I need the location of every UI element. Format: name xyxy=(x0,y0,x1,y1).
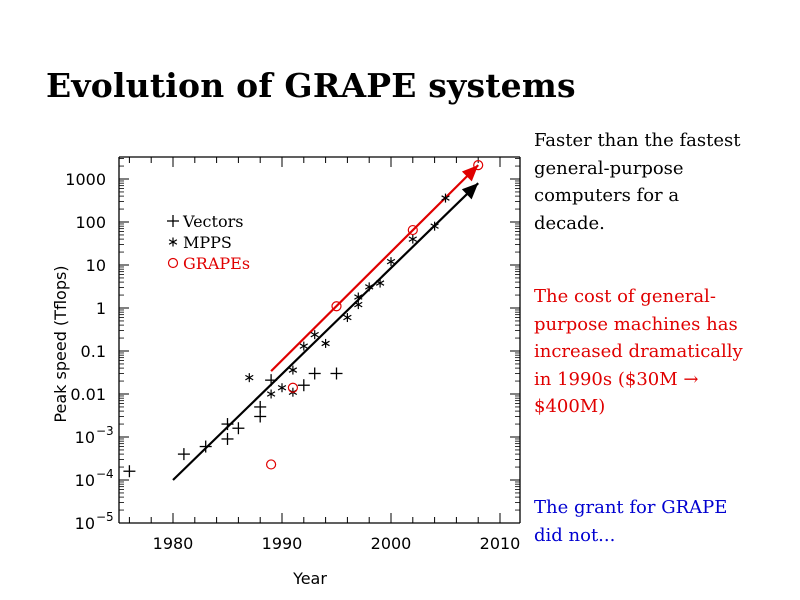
x-tick-label: 2010 xyxy=(480,534,521,553)
legend-label-mpps: MPPS xyxy=(183,233,232,252)
point-vectors xyxy=(330,367,343,380)
point-grapes xyxy=(287,382,298,393)
point-grapes xyxy=(266,459,277,470)
x-tick-label: 1980 xyxy=(153,534,194,553)
point-mpps xyxy=(386,257,396,267)
y-tick-label: 10 xyxy=(75,428,95,447)
point-vectors xyxy=(221,418,234,431)
legend-label-grapes: GRAPEs xyxy=(183,254,250,273)
point-vectors xyxy=(308,367,321,380)
y-axis-label: Peak speed (Tflops) xyxy=(51,265,70,422)
trend-arrowhead xyxy=(461,165,479,182)
point-mpps xyxy=(310,330,319,340)
point-vectors xyxy=(199,440,212,453)
point-mpps xyxy=(343,313,352,323)
point-mpps xyxy=(430,221,439,231)
x-tick-label: 2000 xyxy=(371,534,412,553)
x-axis-label: Year xyxy=(292,569,327,588)
y-tick-label: 10 xyxy=(75,471,95,490)
point-vectors xyxy=(177,448,190,461)
point-grapes xyxy=(407,224,418,236)
trend-line xyxy=(270,164,479,372)
paragraph-grant: The grant for GRAPE did not... xyxy=(534,497,728,546)
paragraph-faster: Faster than the fastest general-purpose … xyxy=(534,130,741,234)
y-tick-label: 0.1 xyxy=(81,342,106,361)
legend-label-vectors: Vectors xyxy=(182,212,243,231)
slide-title: Evolution of GRAPE systems xyxy=(46,66,576,105)
x-tick-label: 1990 xyxy=(262,534,303,553)
point-mpps xyxy=(441,193,450,203)
y-tick-label: 0.01 xyxy=(70,385,106,404)
y-tick-label: 10 xyxy=(86,256,106,275)
y-tick-label: 10 xyxy=(75,514,95,533)
point-mpps xyxy=(408,234,417,244)
legend-marker-vectors xyxy=(167,215,179,227)
trend-arrowhead xyxy=(461,183,479,200)
y-tick-exponent: −5 xyxy=(96,510,114,524)
point-mpps xyxy=(245,373,254,383)
point-vectors xyxy=(221,432,234,445)
point-mpps xyxy=(354,292,363,302)
legend-marker-grapes xyxy=(167,257,179,269)
point-mpps xyxy=(266,389,276,399)
point-mpps xyxy=(321,338,330,348)
point-mpps xyxy=(288,365,298,375)
chart-axes: 1980 1990 2000 2010Year10001001010.10.0110−… xyxy=(51,156,521,588)
point-mpps xyxy=(277,383,287,393)
y-tick-label: 1000 xyxy=(65,170,106,189)
point-vectors xyxy=(123,465,136,478)
legend-marker-mpps xyxy=(168,237,178,247)
y-tick-label: 1 xyxy=(96,299,106,318)
data-points xyxy=(123,160,484,478)
point-vectors xyxy=(232,422,245,435)
y-tick-exponent: −4 xyxy=(96,467,114,481)
point-mpps xyxy=(375,278,385,288)
y-tick-exponent: −3 xyxy=(96,424,114,438)
point-mpps xyxy=(354,300,363,310)
chart-legend: Vectors MPPS GRAPEs xyxy=(167,212,250,273)
point-mpps xyxy=(365,282,374,292)
point-grapes xyxy=(473,160,484,171)
point-vectors xyxy=(265,374,278,387)
y-tick-label: 100 xyxy=(75,213,106,232)
paragraph-cost: The cost of general-purpose machines has… xyxy=(534,286,743,417)
point-vectors xyxy=(254,410,267,423)
point-mpps xyxy=(299,341,308,351)
trend-line xyxy=(172,182,479,481)
point-grapes xyxy=(331,301,342,312)
point-vectors xyxy=(297,379,310,392)
